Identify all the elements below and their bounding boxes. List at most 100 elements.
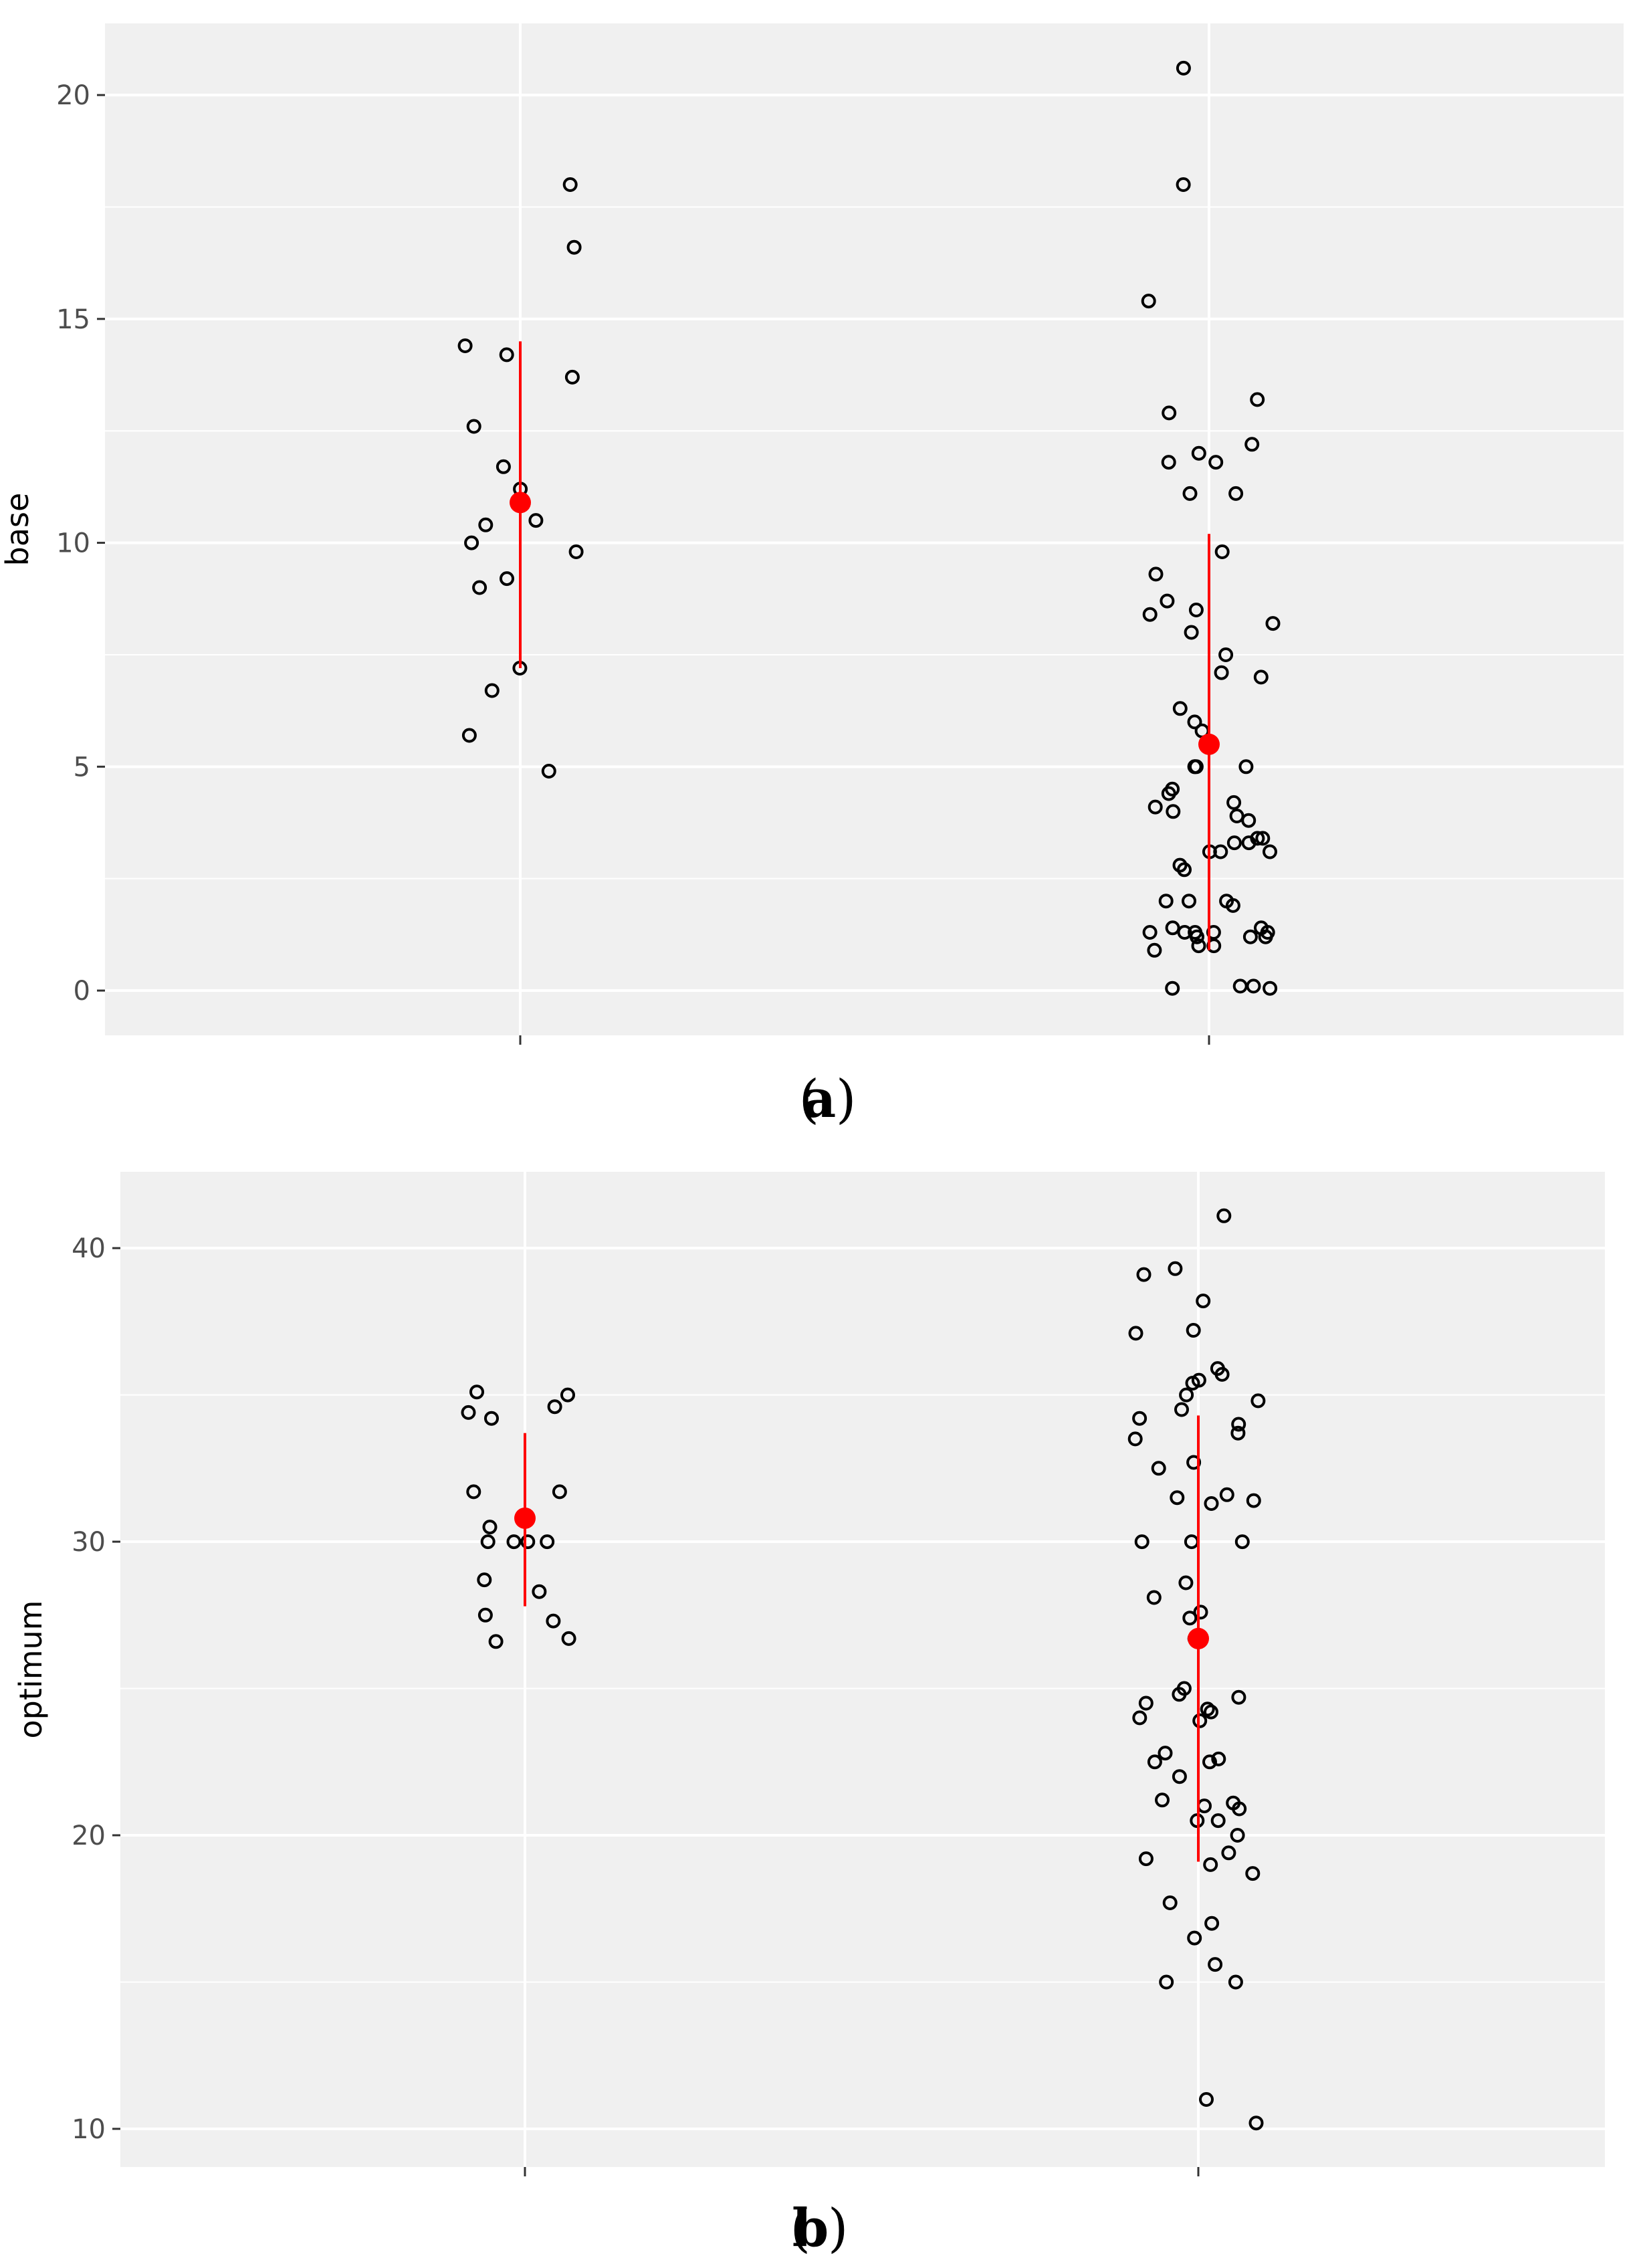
data-point — [1191, 445, 1206, 461]
data-point — [1166, 804, 1181, 819]
data-point — [1134, 1534, 1150, 1550]
x-axis-ticks — [519, 1035, 1210, 1045]
data-point — [1176, 60, 1191, 76]
data-point — [1230, 1425, 1246, 1441]
data-point — [1177, 862, 1192, 878]
chart-b-svg: 10 20 30 40 optimum ( b ) — [13, 1172, 1605, 2259]
data-point — [1170, 1490, 1185, 1506]
data-point — [1231, 1689, 1246, 1705]
data-point — [532, 1584, 547, 1599]
data-point — [1196, 1294, 1211, 1309]
data-point — [1190, 929, 1204, 944]
caption-letter: a — [802, 1069, 837, 1130]
data-point — [461, 1405, 476, 1420]
data-point — [466, 419, 481, 434]
data-point — [1142, 607, 1158, 622]
chart-a-svg: 0 5 10 15 20 base ( a ) — [0, 23, 1624, 1130]
data-point — [1162, 1895, 1178, 1910]
data-point — [1228, 1974, 1243, 1990]
mean-point — [1198, 733, 1220, 755]
data-point — [1242, 929, 1258, 944]
y-tick-label: 20 — [56, 80, 90, 111]
data-point — [1165, 981, 1180, 996]
data-point — [1211, 1751, 1226, 1766]
data-point — [1244, 437, 1260, 452]
data-point — [1219, 1487, 1234, 1502]
caption-close-paren: ) — [836, 1069, 856, 1130]
data-point — [1218, 647, 1234, 662]
data-point — [482, 1520, 498, 1535]
data-point — [1206, 925, 1221, 940]
data-point — [1221, 1845, 1236, 1861]
data-point — [1204, 1496, 1219, 1511]
y-tick-label: 30 — [72, 1527, 106, 1558]
data-point — [1187, 759, 1202, 775]
data-point — [1203, 1857, 1218, 1872]
data-point — [1165, 920, 1180, 936]
data-point — [1216, 1208, 1232, 1223]
y-tick-label: 20 — [72, 1821, 106, 1851]
data-point — [1187, 714, 1202, 730]
data-point — [1208, 1957, 1223, 1972]
chart-panel-a: 0 5 10 15 20 base ( a ) — [0, 23, 1624, 1130]
data-point — [528, 513, 544, 528]
data-point — [1265, 616, 1281, 631]
data-point — [1155, 1792, 1170, 1808]
data-point — [484, 683, 500, 698]
y-tick-label: 10 — [72, 2114, 106, 2145]
y-tick-label: 15 — [56, 304, 90, 335]
data-point — [1138, 1851, 1154, 1867]
caption-close-paren: ) — [828, 2198, 848, 2259]
data-point — [1168, 1261, 1183, 1276]
data-point — [1172, 1687, 1187, 1702]
data-point — [566, 239, 582, 255]
data-point — [1187, 1930, 1202, 1946]
data-point — [500, 571, 514, 587]
data-point — [561, 1631, 576, 1646]
data-point — [552, 1484, 567, 1500]
summary-marks — [514, 1415, 1209, 1862]
data-point — [478, 517, 494, 532]
data-point — [1128, 1326, 1143, 1341]
data-point — [496, 459, 511, 474]
caption-open-paren: ( — [790, 2198, 810, 2259]
data-point — [562, 177, 578, 192]
data-point — [1226, 795, 1242, 810]
data-point — [480, 1534, 496, 1550]
data-point — [1228, 486, 1244, 501]
data-point — [506, 1534, 522, 1550]
y-tick-label: 40 — [72, 1233, 106, 1264]
data-point — [1208, 455, 1224, 470]
data-point — [1174, 1402, 1189, 1417]
caption-open-paren: ( — [799, 1069, 819, 1130]
data-point — [1241, 813, 1257, 828]
panel-caption: ( b ) — [790, 2198, 849, 2259]
data-point — [568, 544, 584, 559]
data-point — [461, 728, 477, 743]
data-point — [1132, 1710, 1148, 1726]
data-point — [546, 1613, 561, 1629]
chart-panel-b: 10 20 30 40 optimum ( b ) — [0, 1137, 1637, 2268]
y-axis-title: base — [0, 493, 35, 566]
data-point — [1186, 1455, 1202, 1470]
data-point — [541, 764, 556, 779]
data-point — [1241, 835, 1257, 851]
data-point — [1253, 669, 1269, 685]
data-point — [1142, 925, 1158, 940]
data-point — [1255, 831, 1271, 846]
data-point — [1245, 1866, 1261, 1881]
data-point — [1161, 455, 1176, 470]
data-point — [1161, 786, 1176, 801]
data-point — [1199, 2092, 1214, 2107]
data-point — [560, 1387, 575, 1403]
data-point — [1258, 929, 1273, 944]
data-point — [1182, 486, 1198, 501]
data-point — [1172, 1769, 1187, 1784]
data-point — [1177, 925, 1192, 940]
y-axis-ticks: 0 5 10 15 20 — [56, 80, 105, 1007]
data-point — [1182, 894, 1196, 909]
data-point — [1147, 942, 1162, 958]
data-point — [1214, 544, 1230, 559]
y-axis-title: optimum — [13, 1601, 49, 1739]
mean-point — [510, 492, 531, 514]
